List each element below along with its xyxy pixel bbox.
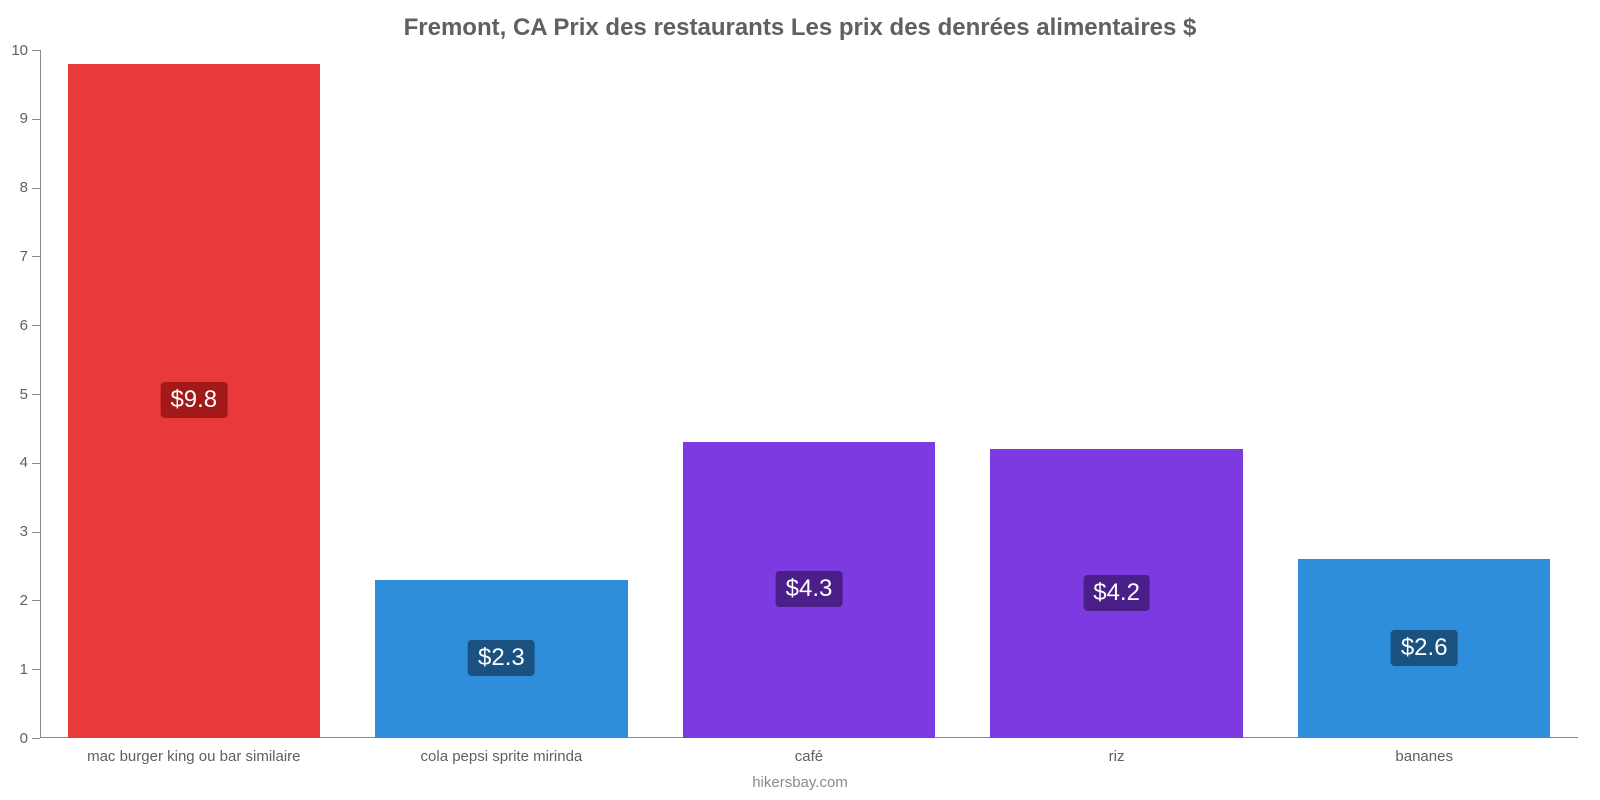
y-axis-line [40,50,41,738]
y-tick-mark [32,119,40,120]
y-tick-label: 10 [0,42,28,59]
y-tick-mark [32,463,40,464]
y-tick-label: 9 [0,110,28,127]
y-tick-mark [32,394,40,395]
x-category-label: bananes [1270,748,1578,765]
attribution-text: hikersbay.com [0,774,1600,791]
x-category-label: mac burger king ou bar similaire [40,748,348,765]
y-tick-mark [32,738,40,739]
y-tick-mark [32,669,40,670]
y-tick-mark [32,600,40,601]
value-badge: $4.2 [1083,575,1150,611]
y-tick-label: 4 [0,454,28,471]
y-tick-label: 2 [0,592,28,609]
value-badge: $9.8 [160,382,227,418]
y-tick-mark [32,50,40,51]
plot-area: 012345678910 $9.8$2.3$4.3$4.2$2.6 [40,50,1578,738]
value-badge: $2.3 [468,640,535,676]
x-category-label: riz [963,748,1271,765]
y-tick-label: 5 [0,386,28,403]
x-category-label: café [655,748,963,765]
y-tick-mark [32,256,40,257]
y-tick-label: 0 [0,730,28,747]
y-tick-label: 7 [0,248,28,265]
value-badge: $4.3 [776,571,843,607]
chart-title: Fremont, CA Prix des restaurants Les pri… [0,14,1600,42]
y-tick-mark [32,532,40,533]
y-tick-label: 3 [0,523,28,540]
x-category-label: cola pepsi sprite mirinda [348,748,656,765]
y-tick-label: 8 [0,179,28,196]
y-tick-label: 1 [0,661,28,678]
bar-chart: Fremont, CA Prix des restaurants Les pri… [0,0,1600,800]
value-badge: $2.6 [1391,630,1458,666]
y-tick-label: 6 [0,317,28,334]
y-tick-mark [32,325,40,326]
y-tick-mark [32,188,40,189]
